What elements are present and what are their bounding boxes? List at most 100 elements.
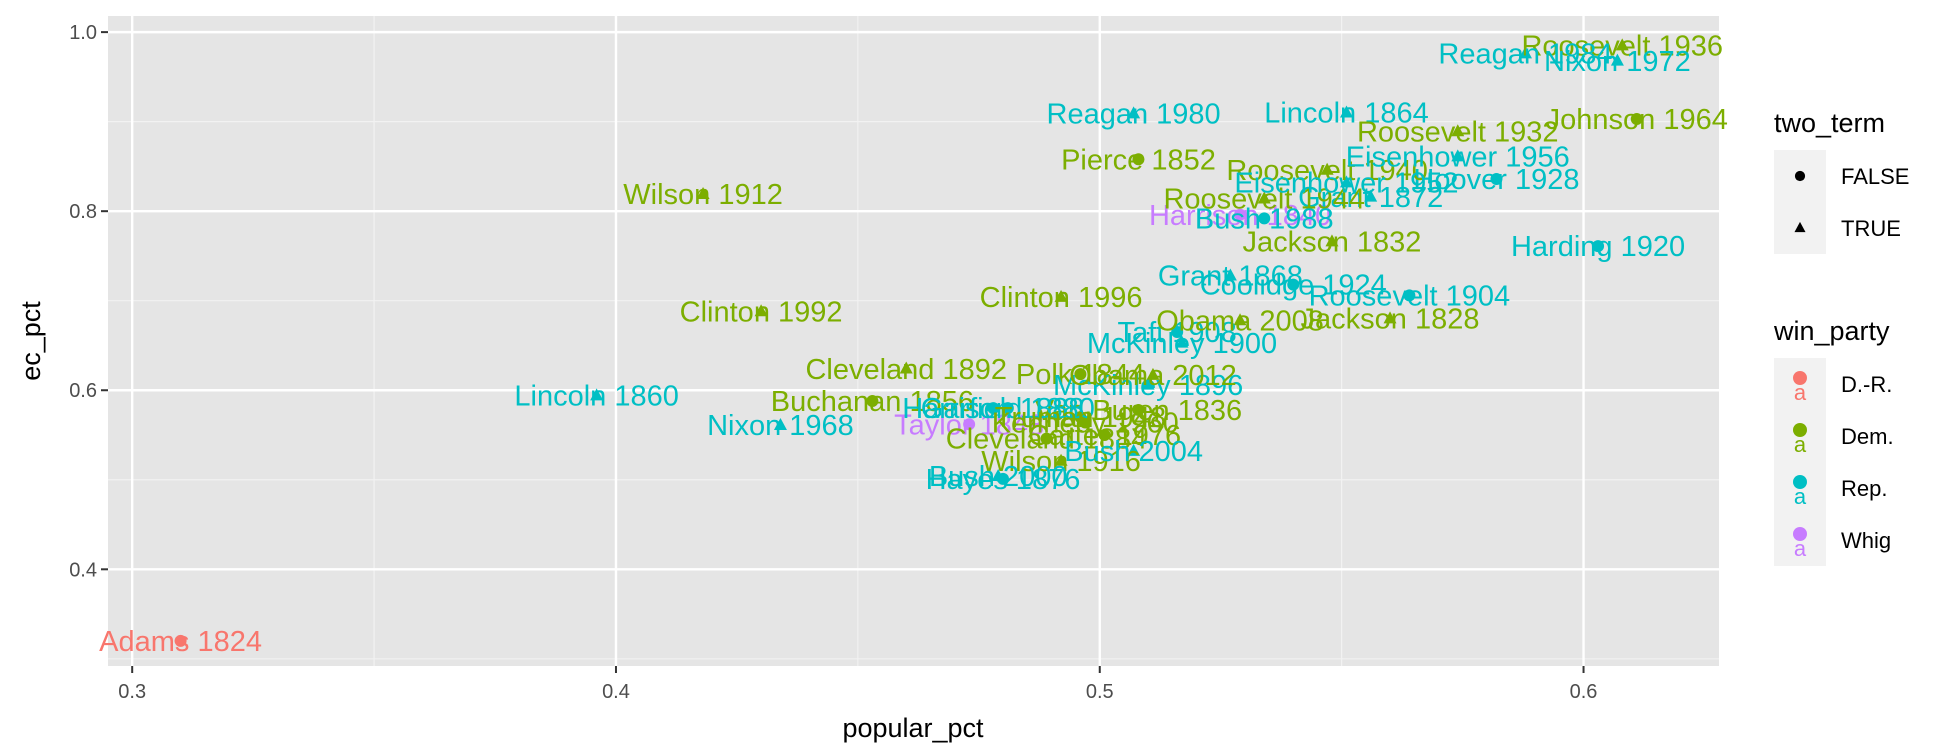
y-axis-title: ec_pct [16,301,46,381]
y-tick-label: 0.4 [69,559,97,581]
data-point [1079,416,1092,429]
data-point [1403,289,1416,302]
point-labels: Adams 1824 Jackson 1828 Jackson 1832 Van Bu… [99,31,1728,658]
point-label: Clinton 1992 [680,296,843,328]
data-point [1175,335,1189,348]
legend-label: FALSE [1841,164,1909,189]
point-label: Buchanan 1856 [771,386,974,418]
point-label: Cleveland 1884 [946,424,1148,456]
y-tick-label: 0.8 [69,201,97,223]
point-label: Bush 1988 [1195,203,1334,235]
data-point [991,468,1005,481]
legend-symbol [1793,475,1807,489]
legend-title: two_term [1774,108,1885,138]
data-point [963,418,976,431]
data-point [1451,124,1465,137]
point-label: McKinley 1896 [1053,370,1243,402]
legend-label: Rep. [1841,476,1887,501]
data-point [174,634,187,647]
point-label: Van Buren 1836 [1035,395,1242,427]
point-label: Pierce 1852 [1061,144,1216,176]
data-points [174,38,1643,647]
major-gridlines [108,16,1719,666]
data-point [1234,208,1247,221]
minor-gridlines [108,16,1719,666]
data-point [1040,432,1053,445]
x-axis: 0.3 0.4 0.5 0.6 [118,666,1597,703]
data-point [1339,105,1353,118]
legend-label: TRUE [1841,216,1901,241]
point-label: Wilson 1916 [981,446,1141,478]
point-label: Truman 1948 [995,402,1166,434]
point-label: Eisenhower 1956 [1346,142,1570,174]
x-axis-title: popular_pct [842,713,984,743]
data-point [1364,189,1378,202]
data-point [1592,240,1605,253]
data-point [696,186,710,199]
data-point [1146,367,1160,380]
point-label: Harrison 1840 [1149,200,1331,232]
point-label: Roosevelt 1940 [1226,155,1428,187]
data-point [1339,175,1353,188]
legend-glyph: a [1794,432,1807,457]
point-label: Bush 2004 [1064,436,1203,468]
data-point [1127,443,1141,456]
data-point [1054,289,1068,302]
data-point [1490,172,1503,185]
data-point [1054,453,1068,466]
point-label: Johnson 1964 [1546,104,1728,136]
data-point [866,394,879,407]
point-label: Carter 1976 [1028,420,1181,452]
legend-glyph: a [1794,380,1807,405]
data-point [1610,53,1624,66]
data-point [1171,326,1184,339]
data-point [754,304,768,317]
point-label: Roosevelt 1936 [1521,31,1723,63]
point-label: Grant 1872 [1298,182,1443,214]
point-label: Roosevelt 1944 [1163,184,1365,216]
point-label: Harding 1920 [1511,231,1685,263]
data-point [1132,403,1145,416]
data-point [1132,153,1145,166]
point-label: Nixon 1972 [1544,46,1691,78]
data-point [1233,313,1247,326]
point-label: Jackson 1832 [1242,227,1421,259]
x-tick-label: 0.3 [118,681,146,703]
data-point [1518,46,1532,59]
legend-label: Dem. [1841,424,1894,449]
data-point [1257,191,1271,204]
data-point [590,388,604,401]
point-label: Garfield 1880 [921,393,1095,425]
point-label: Lincoln 1864 [1264,98,1428,130]
point-label: Taft 1908 [1117,317,1236,349]
data-point [1287,278,1300,291]
point-label: Coolidge 1924 [1200,270,1387,302]
data-point [1127,106,1141,119]
data-point [1630,112,1643,125]
data-point [899,361,913,374]
data-point [1141,377,1155,390]
data-point [1223,268,1237,281]
point-label: Eisenhower 1952 [1234,168,1458,200]
point-label: Adams 1824 [99,626,262,658]
point-label: Polk 1844 [1016,359,1145,391]
legend-label: Whig [1841,528,1891,553]
data-point [1451,149,1465,162]
point-label: Obama 2012 [1069,360,1237,392]
y-tick-label: 1.0 [69,22,97,44]
x-tick-label: 0.6 [1570,681,1598,703]
point-label: Wilson 1912 [623,179,783,211]
point-label: Reagan 1980 [1047,99,1221,131]
legend-glyph: a [1794,536,1807,561]
point-label: Bush 2000 [929,461,1068,493]
legend-title: win_party [1773,316,1890,346]
legend-symbol [1793,371,1807,385]
point-label: Cleveland 1892 [805,354,1007,386]
point-label: Kennedy 1960 [992,407,1179,439]
x-tick-label: 0.4 [602,681,630,703]
point-label: Nixon 1968 [707,410,854,442]
point-label: Obama 2008 [1156,305,1324,337]
point-label: Hayes 1876 [926,464,1081,496]
legend-symbol [1793,423,1807,437]
